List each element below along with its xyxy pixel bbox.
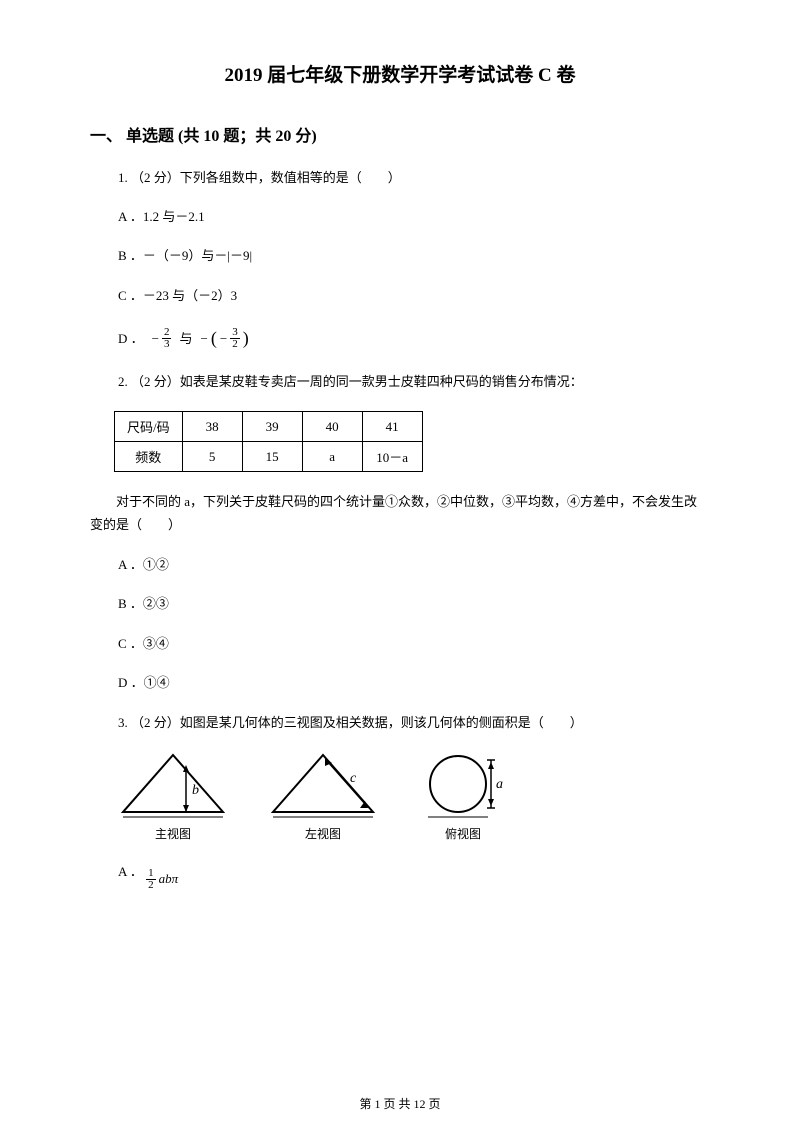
q2-option-b: B ．②③ bbox=[90, 594, 710, 614]
table-cell: a bbox=[302, 442, 362, 472]
figure-label-top: 俯视图 bbox=[445, 825, 481, 842]
figure-main-view: b 主视图 bbox=[118, 752, 228, 842]
q1-d-prefix: D ． bbox=[118, 329, 144, 349]
triangle-left-icon: c bbox=[268, 752, 378, 822]
page-footer: 第 1 页 共 12 页 bbox=[0, 1095, 800, 1112]
page-title: 2019 届七年级下册数学开学考试试卷 C 卷 bbox=[90, 60, 710, 87]
table-cell: 15 bbox=[242, 442, 302, 472]
table-cell: 尺码/码 bbox=[115, 412, 183, 442]
q2-option-c: C ．③④ bbox=[90, 634, 710, 654]
q1-option-b: B ．－（－9）与－|－9| bbox=[90, 246, 710, 266]
q1-stem: 1. （2 分）下列各组数中，数值相等的是（ ） bbox=[90, 168, 710, 189]
q2-table: 尺码/码 38 39 40 41 频数 5 15 a 10－a bbox=[114, 411, 423, 472]
table-cell: 5 bbox=[182, 442, 242, 472]
figure-label-main: 主视图 bbox=[155, 825, 191, 842]
figure-top-view: a 俯视图 bbox=[418, 752, 508, 842]
q3-option-a: A ． 12 abπ bbox=[90, 862, 710, 891]
svg-text:c: c bbox=[350, 771, 357, 786]
figure-label-left: 左视图 bbox=[305, 825, 341, 842]
q1-d-fraction1: − 23 bbox=[152, 327, 172, 350]
q2-stem: 2. （2 分）如表是某皮鞋专卖店一周的同一款男士皮鞋四种尺码的销售分布情况： bbox=[90, 372, 710, 393]
q3-figures: b 主视图 c 左视图 a 俯视图 bbox=[90, 752, 710, 842]
triangle-main-icon: b bbox=[118, 752, 228, 822]
q1-option-c: C ．－23 与（－2）3 bbox=[90, 286, 710, 306]
table-cell: 10－a bbox=[362, 442, 422, 472]
q1-option-a: A ．1.2 与－2.1 bbox=[90, 207, 710, 227]
circle-top-icon: a bbox=[418, 752, 508, 822]
svg-text:b: b bbox=[192, 783, 199, 798]
table-cell: 40 bbox=[302, 412, 362, 442]
q2-option-d: D ．①④ bbox=[90, 673, 710, 693]
figure-left-view: c 左视图 bbox=[268, 752, 378, 842]
q1-option-d: D ． − 23 与 − ( − 32 ) bbox=[90, 325, 710, 352]
q3-stem: 3. （2 分）如图是某几何体的三视图及相关数据，则该几何体的侧面积是（ ） bbox=[90, 713, 710, 734]
table-cell: 频数 bbox=[115, 442, 183, 472]
table-cell: 39 bbox=[242, 412, 302, 442]
q1-d-text1: 与 bbox=[179, 329, 192, 349]
table-cell: 41 bbox=[362, 412, 422, 442]
table-row: 频数 5 15 a 10－a bbox=[115, 442, 423, 472]
q2-option-a: A ．①② bbox=[90, 555, 710, 575]
table-row: 尺码/码 38 39 40 41 bbox=[115, 412, 423, 442]
section-header: 一、 单选题 (共 10 题；共 20 分) bbox=[90, 122, 710, 146]
q1-d-fraction2: − ( − 32 ) bbox=[201, 325, 249, 352]
svg-text:a: a bbox=[496, 777, 503, 792]
table-cell: 38 bbox=[182, 412, 242, 442]
q2-subtext: 对于不同的 a，下列关于皮鞋尺码的四个统计量①众数，②中位数，③平均数，④方差中… bbox=[90, 490, 710, 537]
